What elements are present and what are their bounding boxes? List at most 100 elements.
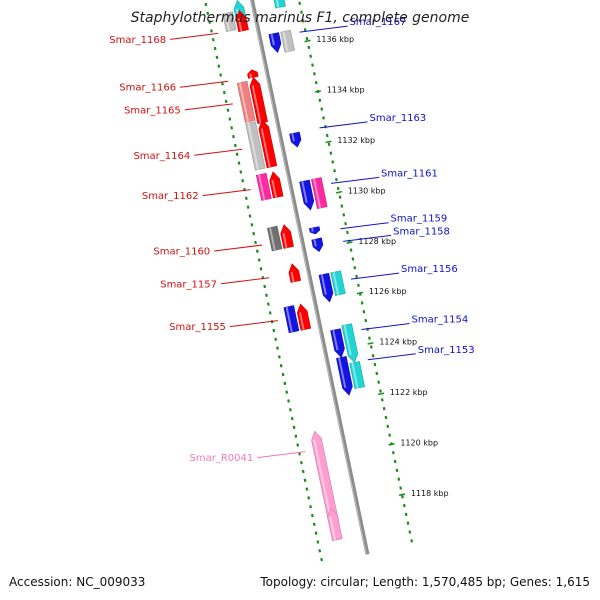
gene-label[interactable]: Smar_1161 <box>381 168 438 179</box>
gene-feature[interactable] <box>318 272 334 303</box>
gene-label-leader <box>229 320 278 328</box>
gene-feature[interactable] <box>235 9 249 33</box>
gene-feature-shine <box>351 362 359 389</box>
gene-feature[interactable] <box>269 171 284 199</box>
topology-text: Topology: circular; Length: 1,570,485 bp… <box>259 575 590 589</box>
gene-feature-shine <box>269 227 276 251</box>
gene-label-leader <box>180 80 229 88</box>
gene-label[interactable]: Smar_1159 <box>391 214 448 225</box>
gene-feature[interactable] <box>330 270 346 296</box>
gene-label-leader <box>340 222 389 230</box>
gene-feature-shine <box>343 324 352 356</box>
gene-feature-shine <box>282 31 289 52</box>
gene-feature[interactable] <box>255 172 272 201</box>
gene-feature[interactable] <box>236 80 256 123</box>
gene-feature-shine <box>313 239 317 247</box>
gene-label[interactable]: Smar_1153 <box>418 345 475 356</box>
gene-label[interactable]: Smar_1158 <box>393 226 450 237</box>
gene-label-leader <box>214 244 263 252</box>
gene-label[interactable]: Smar_1167 <box>350 17 407 28</box>
gene-label[interactable]: Smar_1168 <box>109 35 166 46</box>
map-title: Staphylothermus marinus F1, complete gen… <box>131 10 470 26</box>
gene-feature[interactable] <box>330 328 345 358</box>
gene-label-leader <box>184 103 233 111</box>
gene-feature-shine <box>260 128 271 168</box>
scale-tick-mark <box>377 392 385 396</box>
gene-label[interactable]: Smar_1154 <box>411 315 468 326</box>
gene-feature[interactable] <box>311 177 328 209</box>
gene-feature-shine <box>338 357 347 389</box>
gene-feature[interactable] <box>296 303 312 331</box>
genome-backbone <box>249 0 370 555</box>
gene-label[interactable]: Smar_1156 <box>401 264 458 275</box>
gene-feature-shine <box>291 133 295 142</box>
gene-feature[interactable] <box>268 32 282 54</box>
gene-feature[interactable] <box>270 0 286 9</box>
gene-feature-shine <box>298 312 305 330</box>
gene-feature-shine <box>251 85 262 124</box>
gene-features <box>222 0 366 542</box>
gene-feature[interactable] <box>299 179 315 211</box>
gene-feature-shine <box>332 272 340 296</box>
scale-tick-mark <box>314 90 322 93</box>
gene-feature-shine <box>258 174 266 201</box>
gene-label-leader <box>170 32 219 40</box>
gene-feature[interactable] <box>308 226 321 235</box>
gene-feature[interactable] <box>327 507 343 542</box>
gene-feature-shine <box>275 0 280 8</box>
gene-label[interactable]: Smar_1165 <box>124 105 181 116</box>
gene-feature[interactable] <box>247 69 259 79</box>
gene-feature-shine <box>270 33 275 46</box>
gene-label[interactable]: Smar_1164 <box>133 151 190 162</box>
gene-feature[interactable] <box>280 29 295 53</box>
scale-tick-label: 1134 kbp <box>327 86 365 95</box>
gene-label[interactable]: Smar_1162 <box>142 191 199 202</box>
gene-feature[interactable] <box>258 119 278 169</box>
gene-label-leader <box>330 176 380 184</box>
gene-label[interactable]: Smar_1155 <box>169 322 226 333</box>
gene-feature[interactable] <box>280 224 294 249</box>
scale-tick-mark <box>346 241 353 244</box>
gene-labels: Smar_1168 Smar_1166 Smar_1165 Smar_1164 Smar… <box>109 17 474 464</box>
gene-label-leader <box>343 234 392 242</box>
scale-tick-label: 1130 kbp <box>348 186 386 195</box>
gene-label-leader <box>350 272 400 280</box>
gene-feature[interactable] <box>288 263 302 283</box>
gene-feature[interactable] <box>349 361 366 390</box>
left-strand-guide <box>203 0 324 565</box>
scale-tick-label: 1124 kbp <box>379 338 417 347</box>
gene-feature[interactable] <box>311 237 324 253</box>
gene-label-leader <box>319 121 368 129</box>
gene-feature[interactable] <box>283 305 300 334</box>
gene-label[interactable]: Smar_1163 <box>370 113 427 124</box>
gene-feature[interactable] <box>267 225 283 252</box>
gene-feature[interactable] <box>245 121 266 171</box>
scale-tick-mark <box>325 140 332 144</box>
gene-feature-shine <box>247 122 259 170</box>
gene-feature-shine <box>332 329 339 351</box>
gene-label[interactable]: Smar_1160 <box>153 247 210 258</box>
gene-feature[interactable] <box>289 131 302 148</box>
gene-feature-shine <box>301 181 308 203</box>
scale-tick-mark <box>304 39 311 43</box>
gene-feature[interactable] <box>249 76 268 125</box>
scale-tick-mark <box>335 190 343 194</box>
scale-tick-label: 1136 kbp <box>316 35 354 44</box>
gene-label-leader <box>257 451 306 459</box>
scale-tick-mark <box>356 291 364 295</box>
gene-label[interactable]: Smar_R0041 <box>189 453 253 464</box>
scale-tick-label: 1120 kbp <box>400 438 438 447</box>
gene-feature-shine <box>311 227 314 232</box>
gene-feature[interactable] <box>336 356 353 396</box>
gene-feature[interactable] <box>341 323 359 364</box>
gene-feature[interactable] <box>222 11 237 32</box>
scale-tick-mark <box>367 342 374 345</box>
gene-label-leader <box>367 353 416 361</box>
gene-feature-shine <box>285 306 293 333</box>
scale-tick-label: 1118 kbp <box>411 489 449 498</box>
scale-tick-label: 1126 kbp <box>369 287 407 296</box>
gene-label[interactable]: Smar_1166 <box>119 83 176 94</box>
gene-label[interactable]: Smar_1157 <box>160 279 217 290</box>
